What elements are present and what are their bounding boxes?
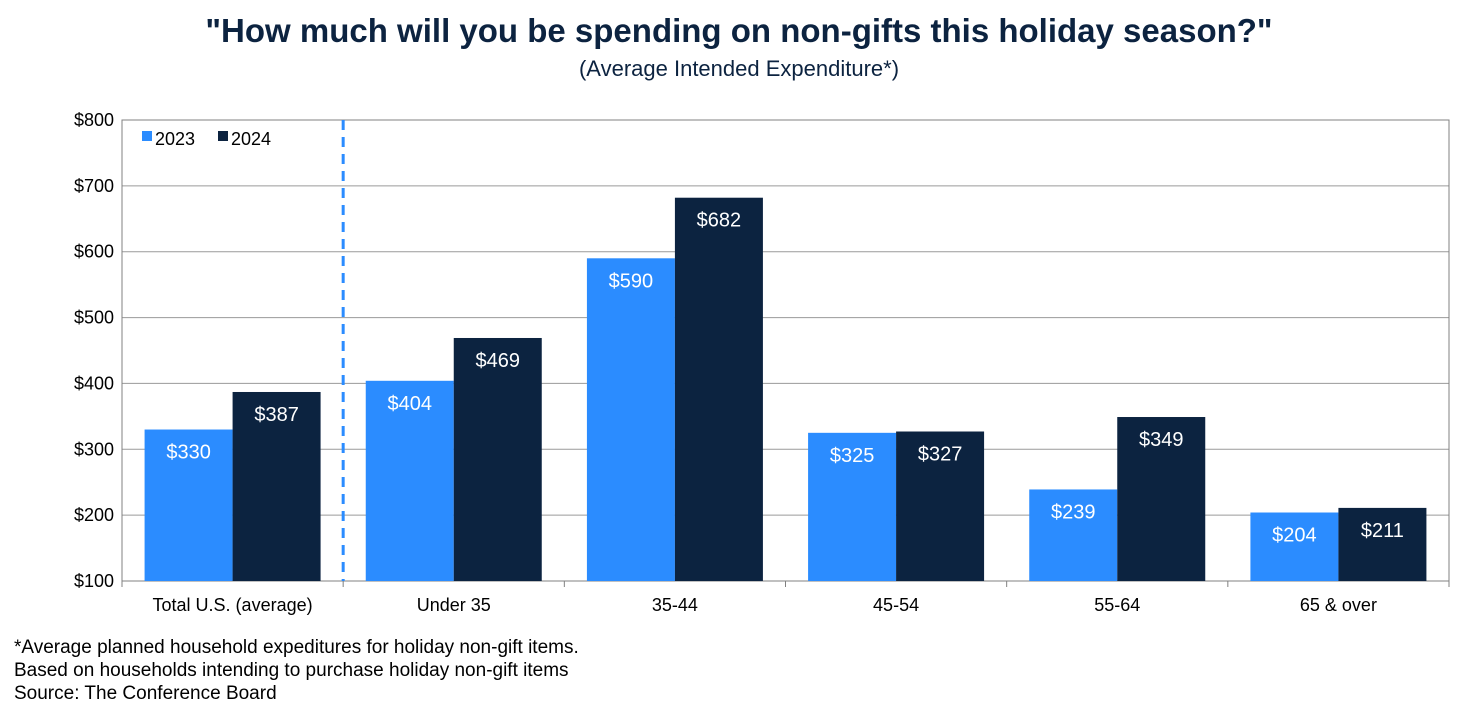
data-label: $330 [166,442,211,464]
y-tick-label: $400 [74,373,114,393]
data-label: $327 [918,444,963,466]
legend-swatch-2024 [218,131,228,141]
data-label: $469 [476,350,521,372]
y-tick-label: $700 [74,176,114,196]
data-label: $349 [1139,429,1184,451]
data-label: $239 [1051,501,1096,523]
y-tick-label: $200 [74,505,114,525]
legend-swatch-2023 [142,131,152,141]
chart-title: "How much will you be spending on non-gi… [205,12,1273,49]
data-label: $211 [1361,520,1404,542]
y-tick-label: $100 [74,571,114,591]
bar-2024 [1338,507,1427,581]
bar-2024 [232,391,321,581]
y-tick-label: $300 [74,439,114,459]
data-label: $404 [388,393,433,415]
x-tick-label: Under 35 [417,595,491,615]
footnote-basis: Based on households intending to purchas… [14,660,569,681]
bar-2023 [144,429,233,581]
data-label: $204 [1272,525,1317,547]
bar-2024 [896,431,985,581]
data-label: $682 [697,210,742,232]
legend-label-2023: 2023 [155,129,195,149]
bar-2024 [1117,417,1206,581]
bar-2023 [365,380,454,581]
bar-2024 [453,337,542,581]
bar-2023 [808,432,897,581]
data-label: $590 [609,270,654,292]
x-tick-label: 55-64 [1094,595,1140,615]
bar-2023 [1250,512,1339,581]
plot-frame [121,119,1450,582]
footnote-definition: *Average planned household expeditures f… [14,637,579,658]
x-tick-label: Total U.S. (average) [153,595,313,615]
legend-label-2024: 2024 [231,129,271,149]
y-tick-label: $800 [74,110,114,130]
x-tick-label: 45-54 [873,595,919,615]
bar-2024 [674,197,763,581]
bar-2023 [586,258,675,581]
data-label: $325 [830,445,875,467]
footnote-source: Source: The Conference Board [14,683,277,704]
chart-subtitle: (Average Intended Expenditure*) [578,56,900,81]
bar-chart: $800 $700 $600 $500 $400 $300 $200 $100 Total U.… [74,110,1450,615]
y-tick-label: $600 [74,242,114,262]
data-label: $387 [254,404,299,426]
y-tick-label: $500 [74,308,114,328]
bar-2023 [1029,489,1118,581]
footnotes: *Average planned household expeditures f… [14,636,579,705]
x-tick-label: 65 & over [1300,595,1377,615]
x-tick-label: 35-44 [652,595,698,615]
